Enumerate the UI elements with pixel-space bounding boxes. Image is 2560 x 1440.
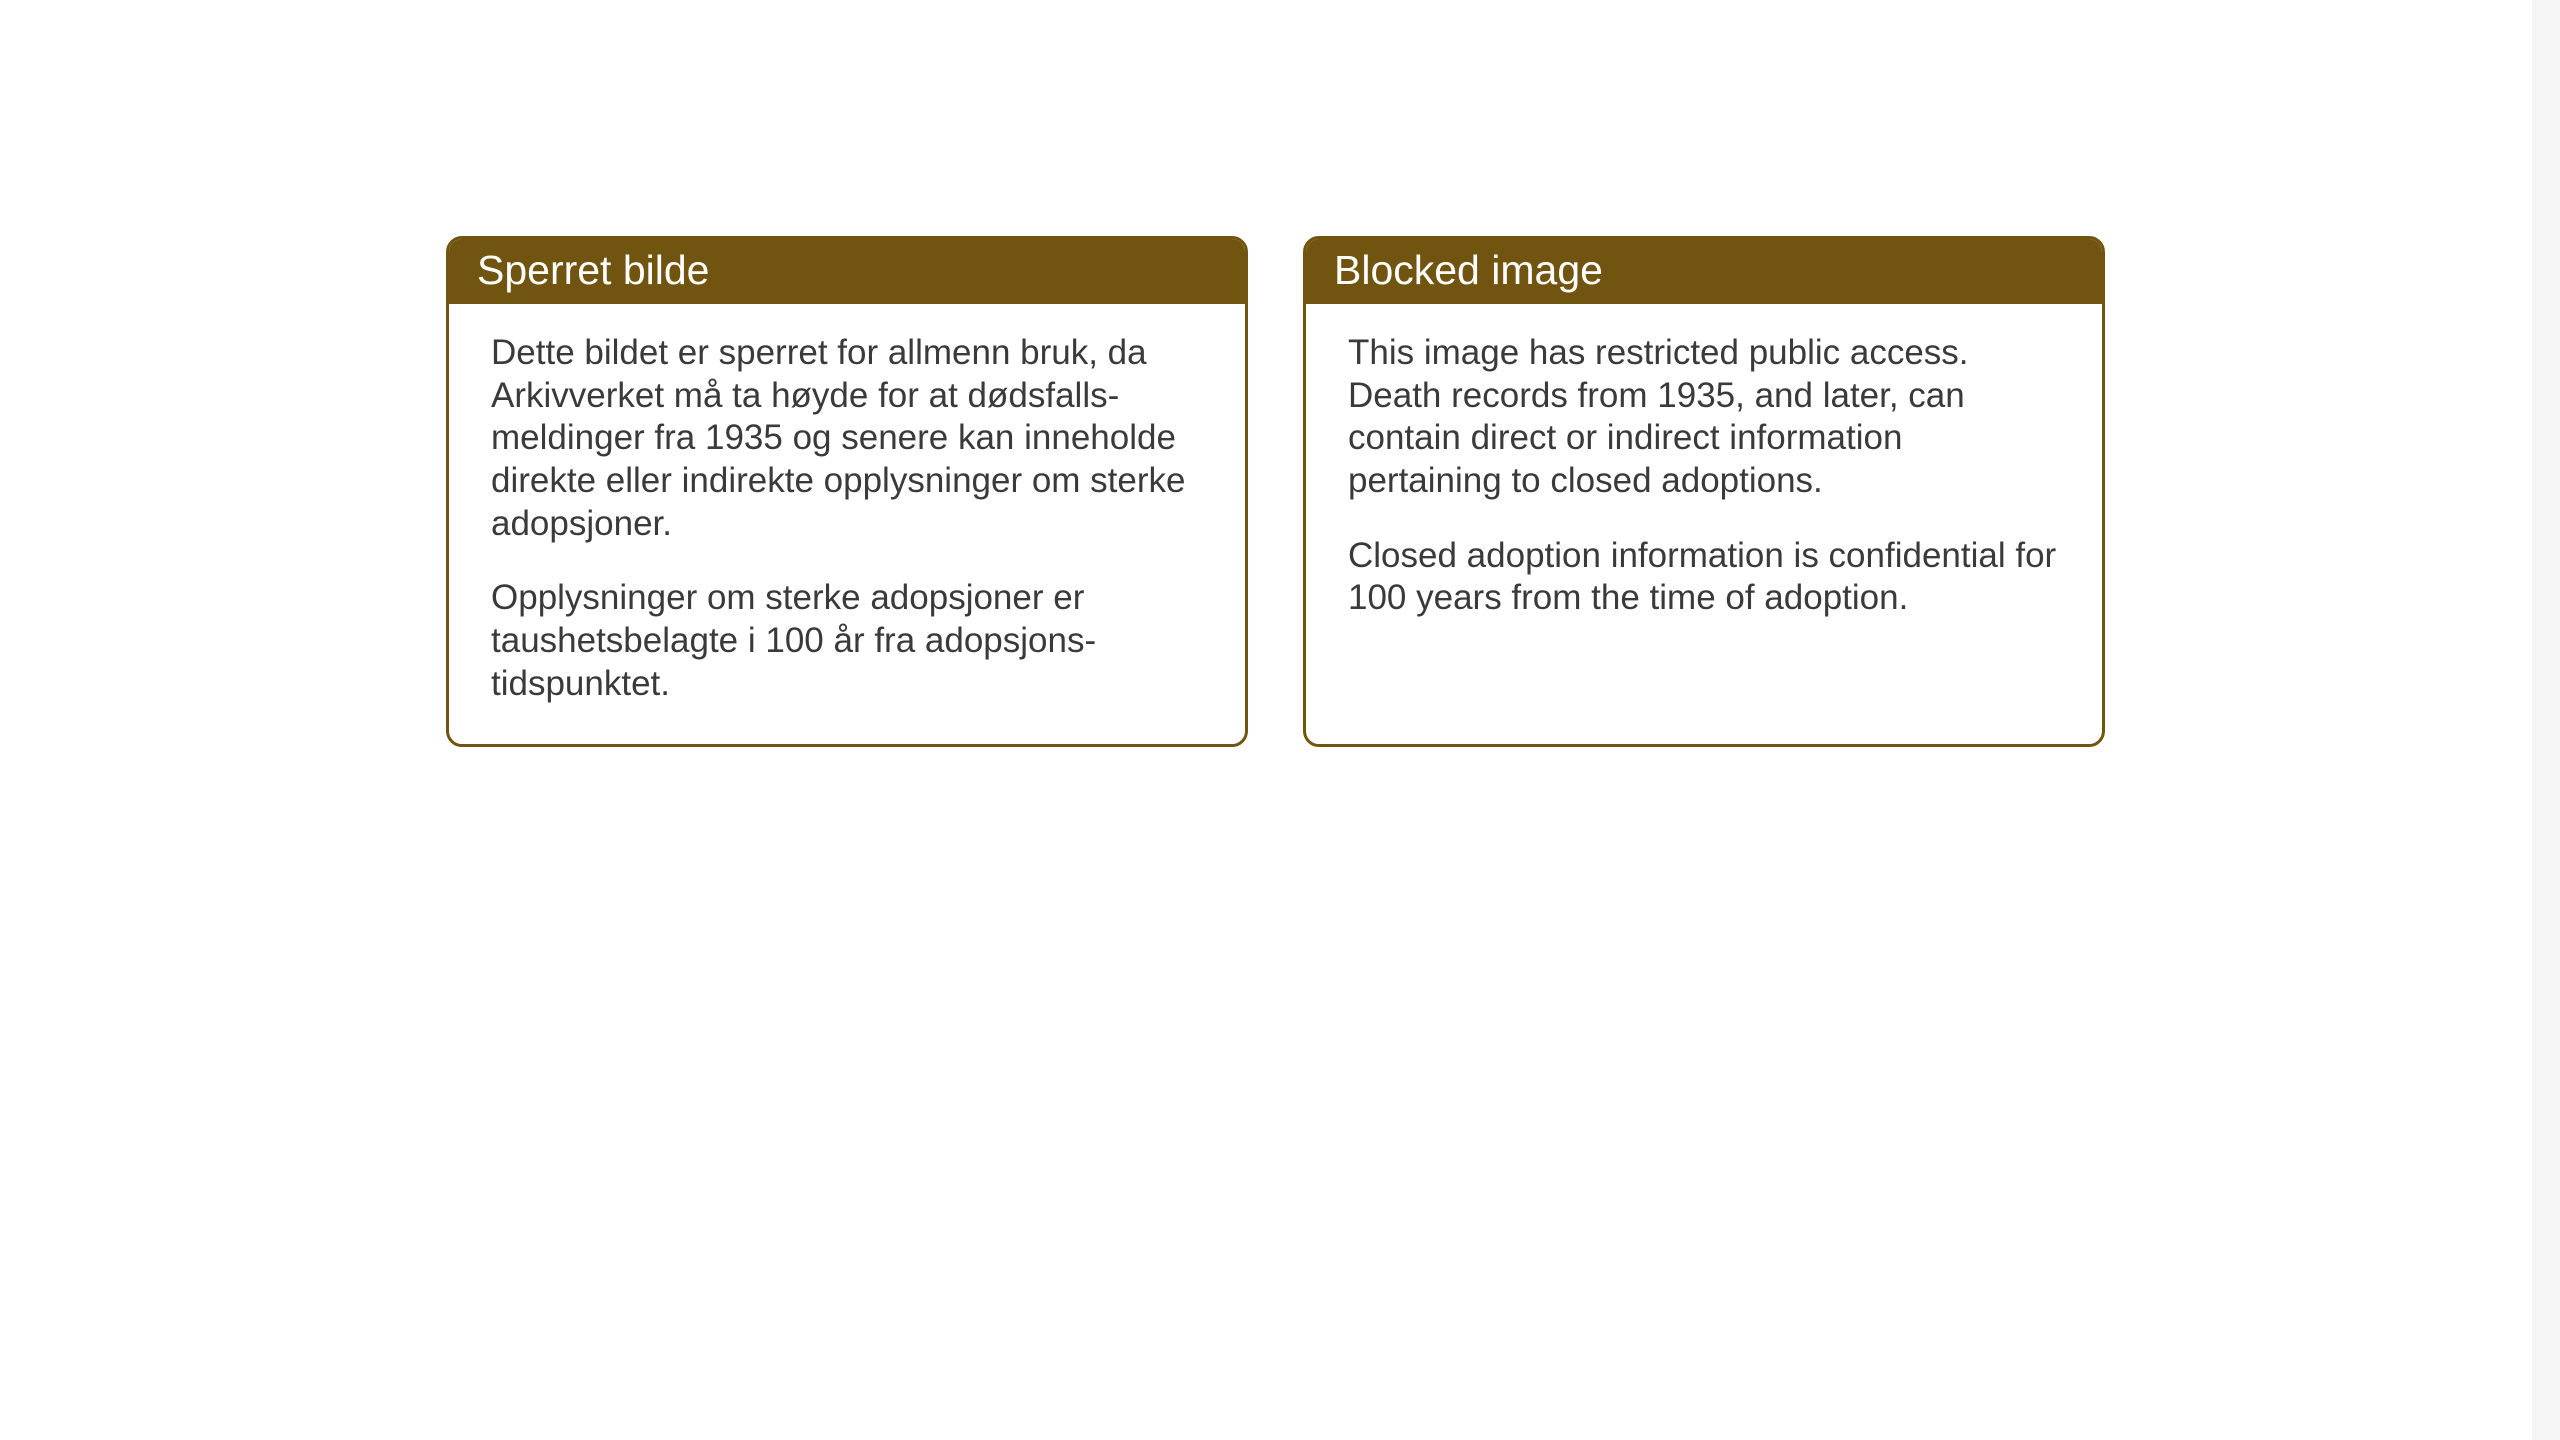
scrollbar-vertical[interactable] bbox=[2532, 0, 2560, 1440]
notice-header-norwegian: Sperret bilde bbox=[449, 239, 1245, 304]
notice-para1-english: This image has restricted public access.… bbox=[1348, 332, 2060, 503]
notice-para1-norwegian: Dette bildet er sperret for allmenn bruk… bbox=[491, 332, 1203, 545]
notice-header-english: Blocked image bbox=[1306, 239, 2102, 304]
notice-container: Sperret bilde Dette bildet er sperret fo… bbox=[446, 236, 2105, 747]
notice-body-english: This image has restricted public access.… bbox=[1306, 304, 2102, 744]
notice-body-norwegian: Dette bildet er sperret for allmenn bruk… bbox=[449, 304, 1245, 744]
notice-para2-english: Closed adoption information is confident… bbox=[1348, 535, 2060, 620]
notice-title-norwegian: Sperret bilde bbox=[477, 247, 709, 293]
notice-title-english: Blocked image bbox=[1334, 247, 1603, 293]
notice-box-norwegian: Sperret bilde Dette bildet er sperret fo… bbox=[446, 236, 1248, 747]
notice-para2-norwegian: Opplysninger om sterke adopsjoner er tau… bbox=[491, 577, 1203, 705]
notice-box-english: Blocked image This image has restricted … bbox=[1303, 236, 2105, 747]
